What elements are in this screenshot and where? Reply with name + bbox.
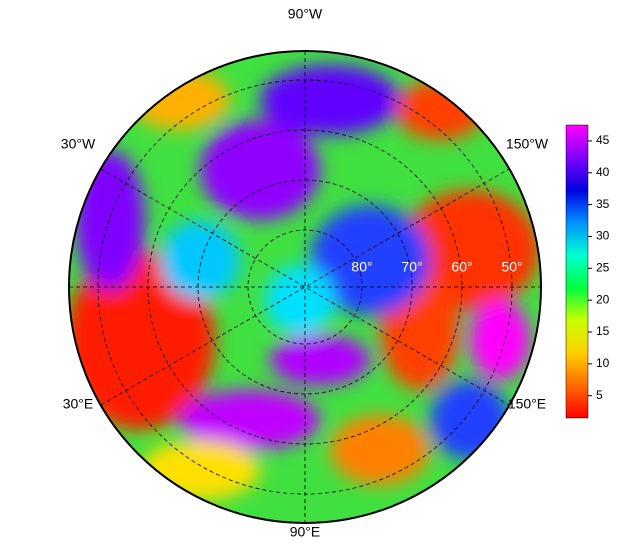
lon-label: 30°E xyxy=(63,396,94,412)
lat-label: 80° xyxy=(351,259,372,275)
lat-label: 60° xyxy=(451,259,472,275)
graticule xyxy=(69,51,541,523)
lat-label: 70° xyxy=(401,259,422,275)
colorbar-tick-label: 5 xyxy=(596,388,603,402)
colorbar xyxy=(565,124,589,419)
colorbar-tick-label: 45 xyxy=(596,133,610,147)
lon-label: 90°W xyxy=(288,6,323,22)
map-border xyxy=(68,50,542,524)
colorbar-tick-label: 10 xyxy=(596,356,610,370)
lat-label: 50° xyxy=(501,259,522,275)
lon-label: 90°E xyxy=(290,524,321,540)
colorbar-tick-label: 35 xyxy=(596,197,610,211)
latitude-labels: 80° 70° 60° 50° xyxy=(351,259,522,275)
longitude-labels: 90°W 30°W 150°W 30°E 150°E 90°E xyxy=(61,6,549,540)
lon-label: 150°W xyxy=(506,136,549,152)
colorbar-tick-label: 20 xyxy=(596,292,610,306)
colorbar-tick-label: 15 xyxy=(596,324,610,338)
colorbar-tick-label: 25 xyxy=(596,260,610,274)
colorbar-tick-label: 40 xyxy=(596,165,610,179)
lon-label: 150°E xyxy=(508,396,546,412)
lon-label: 30°W xyxy=(61,136,96,152)
colorbar-tick-label: 30 xyxy=(596,229,610,243)
